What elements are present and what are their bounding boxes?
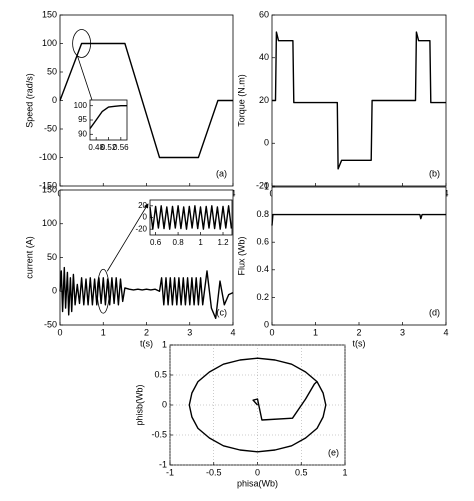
y-tick-label: 0 bbox=[162, 399, 167, 409]
y-tick-label: 0 bbox=[264, 319, 269, 329]
y-tick-label: -1 bbox=[159, 459, 167, 469]
x-tick-label: 1 bbox=[342, 467, 347, 477]
data-line bbox=[188, 357, 327, 453]
x-tick-label: 0.6 bbox=[150, 238, 162, 247]
y-tick-label: 90 bbox=[78, 129, 87, 138]
y-tick-label: 0.5 bbox=[154, 369, 167, 379]
y-tick-label: 95 bbox=[78, 115, 87, 124]
x-tick-label: 1 bbox=[101, 327, 106, 337]
data-line bbox=[272, 31, 446, 170]
y-tick-label: -20 bbox=[135, 224, 147, 233]
y-tick-label: 50 bbox=[47, 252, 57, 262]
y-tick-label: 50 bbox=[47, 66, 57, 76]
y-axis-label: Speed (rad/s) bbox=[24, 73, 34, 128]
data-line bbox=[271, 213, 446, 226]
zoom-arrow bbox=[106, 203, 149, 272]
y-axis-label: Flux (Wb) bbox=[236, 237, 246, 276]
y-tick-label: 150 bbox=[42, 184, 57, 194]
y-tick-label: 40 bbox=[259, 52, 269, 62]
y-tick-label: 100 bbox=[42, 218, 57, 228]
x-tick-label: 0 bbox=[57, 327, 62, 337]
x-tick-label: -1 bbox=[166, 467, 174, 477]
y-tick-label: 20 bbox=[259, 95, 269, 105]
y-tick-label: 1 bbox=[264, 181, 269, 191]
zoom-marker bbox=[96, 268, 110, 314]
y-tick-label: -150 bbox=[39, 180, 57, 190]
x-tick-label: 0.48 bbox=[88, 143, 104, 152]
plot-frame bbox=[271, 186, 447, 326]
y-axis-label: phisb(Wb) bbox=[134, 384, 144, 425]
y-tick-label: -100 bbox=[39, 152, 57, 162]
y-tick-label: 60 bbox=[259, 9, 269, 19]
x-tick-label: 4 bbox=[443, 327, 448, 337]
x-tick-label: 2 bbox=[356, 327, 361, 337]
y-tick-label: 0 bbox=[143, 213, 148, 222]
x-tick-label: 4 bbox=[230, 327, 235, 337]
data-line bbox=[89, 105, 127, 130]
y-tick-label: 0.8 bbox=[256, 209, 269, 219]
data-line bbox=[149, 205, 233, 230]
x-tick-label: 0.8 bbox=[173, 238, 185, 247]
y-tick-label: -20 bbox=[256, 180, 269, 190]
y-tick-label: 0 bbox=[264, 138, 269, 148]
x-axis-label: t(s) bbox=[140, 338, 153, 348]
y-tick-label: -50 bbox=[44, 319, 57, 329]
y-tick-label: -50 bbox=[44, 123, 57, 133]
y-tick-label: 100 bbox=[42, 38, 57, 48]
zoom-pointer bbox=[77, 56, 93, 101]
x-tick-label: 0.5 bbox=[295, 467, 308, 477]
x-tick-label: 1 bbox=[198, 238, 203, 247]
y-tick-label: -0.5 bbox=[151, 429, 167, 439]
panel-label: (a) bbox=[216, 168, 227, 178]
x-axis-label: phisa(Wb) bbox=[237, 478, 278, 488]
y-tick-label: 0 bbox=[52, 286, 57, 296]
x-tick-label: 1 bbox=[313, 327, 318, 337]
zoom-marker bbox=[72, 29, 92, 58]
y-tick-label: 0.2 bbox=[256, 292, 269, 302]
data-line bbox=[59, 266, 234, 319]
panel-label: (d) bbox=[429, 307, 440, 317]
data-line bbox=[59, 42, 233, 159]
panel-label: (e) bbox=[328, 447, 339, 457]
x-tick-label: 2 bbox=[144, 327, 149, 337]
x-tick-label: 3 bbox=[400, 327, 405, 337]
x-tick-label: -0.5 bbox=[206, 467, 222, 477]
y-tick-label: 20 bbox=[138, 201, 147, 210]
x-tick-label: 0.56 bbox=[113, 143, 129, 152]
y-tick-label: 0 bbox=[52, 95, 57, 105]
y-axis-label: current (A) bbox=[24, 236, 34, 279]
y-tick-label: 0.6 bbox=[256, 237, 269, 247]
y-tick-label: 100 bbox=[74, 101, 88, 110]
panel-label: (c) bbox=[217, 307, 228, 317]
x-tick-label: 1.2 bbox=[217, 238, 229, 247]
y-tick-label: 150 bbox=[42, 9, 57, 19]
y-axis-label: Torque (N.m) bbox=[236, 74, 246, 127]
panel-label: (b) bbox=[429, 168, 440, 178]
y-tick-label: 1 bbox=[162, 339, 167, 349]
x-tick-label: 0 bbox=[269, 327, 274, 337]
x-tick-label: 0 bbox=[255, 467, 260, 477]
x-tick-label: 0.52 bbox=[101, 143, 117, 152]
y-tick-label: 0.4 bbox=[256, 264, 269, 274]
x-tick-label: 3 bbox=[187, 327, 192, 337]
x-axis-label: t(s) bbox=[353, 338, 366, 348]
